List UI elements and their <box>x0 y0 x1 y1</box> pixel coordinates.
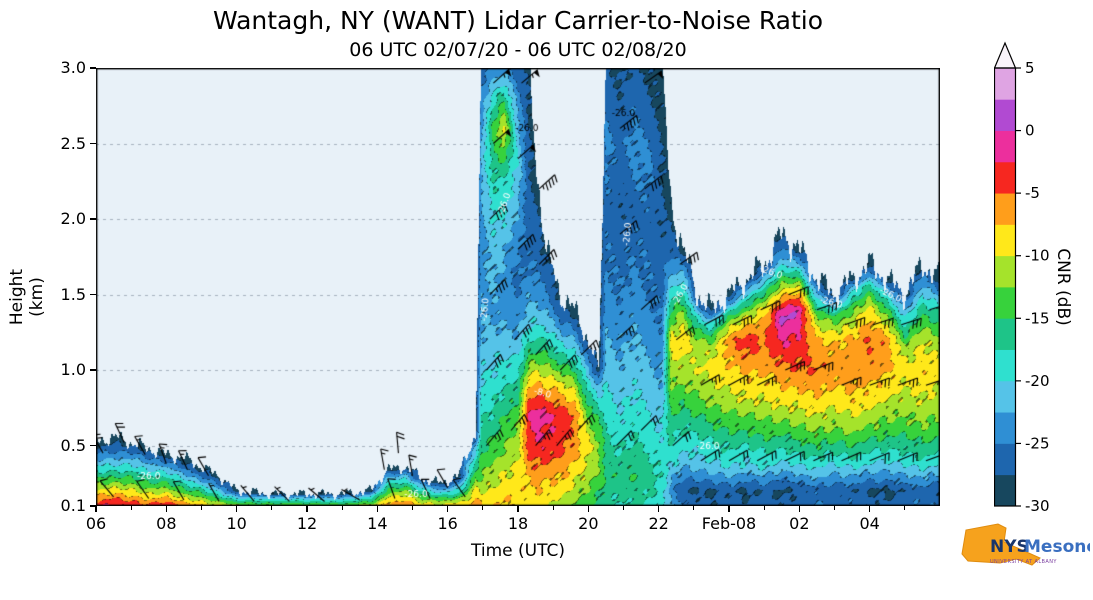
y-tick-mark <box>90 218 96 220</box>
x-tick-label: 20 <box>578 514 599 533</box>
x-tick-mark <box>517 506 519 512</box>
y-tick-label: 1.5 <box>60 284 86 304</box>
x-tick-label: 22 <box>648 514 669 533</box>
x-tick-mark <box>798 506 800 512</box>
logo-nys-text: NYS <box>990 537 1029 557</box>
x-minor-tick-mark <box>482 506 484 510</box>
colorbar-band <box>994 161 1016 194</box>
y-tick-mark <box>90 67 96 69</box>
y-tick-mark <box>90 369 96 371</box>
x-minor-tick-mark <box>130 506 132 510</box>
colorbar-band <box>994 474 1016 507</box>
y-tick-label: 3.0 <box>60 58 86 77</box>
colorbar-band <box>994 99 1016 131</box>
x-tick-mark <box>447 506 449 512</box>
colorbar-band <box>994 287 1016 319</box>
x-tick-label: 10 <box>226 514 247 533</box>
x-minor-tick-mark <box>271 506 273 510</box>
colorbar-band <box>994 193 1016 225</box>
colorbar-band <box>994 68 1016 100</box>
x-minor-tick-mark <box>904 506 906 510</box>
logo-university-text: UNIVERSITY AT ALBANY <box>990 559 1057 565</box>
x-minor-tick-mark <box>623 506 624 510</box>
x-tick-mark <box>587 506 589 512</box>
x-tick-label: 06 <box>85 514 107 533</box>
colorbar-band <box>994 349 1016 382</box>
y-tick-mark <box>90 142 96 145</box>
x-minor-tick-mark <box>693 506 695 510</box>
x-minor-tick-mark <box>763 506 765 510</box>
y-tick-label: 0.5 <box>60 435 86 455</box>
x-tick-mark <box>95 506 97 512</box>
colorbar-tick-label: -30 <box>1025 497 1050 515</box>
x-tick-mark <box>236 506 238 512</box>
colorbar-band <box>994 412 1016 444</box>
colorbar-band <box>994 255 1016 288</box>
y-tick-label: 2.5 <box>60 133 86 153</box>
colorbar-band <box>994 380 1016 413</box>
x-minor-tick-mark <box>201 506 202 510</box>
x-minor-tick-mark <box>412 506 413 510</box>
x-tick-label: 16 <box>437 514 458 533</box>
y-tick-mark <box>90 505 96 507</box>
nys-mesonet-logo: NYS Mesonet UNIVERSITY AT ALBANY <box>961 523 1090 566</box>
x-tick-label: 14 <box>367 514 388 533</box>
x-tick-label: 02 <box>789 514 810 533</box>
x-tick-label: 08 <box>156 514 177 533</box>
y-tick-label: 2.0 <box>60 209 86 229</box>
colorbar-tick-label: -10 <box>1025 247 1050 265</box>
x-tick-label: 04 <box>859 514 880 533</box>
colorbar-band <box>994 130 1016 163</box>
cnr-heatmap-canvas <box>96 68 940 506</box>
x-tick-mark <box>728 506 730 512</box>
colorbar: 5 0 -5 -10 -15 -20 -25 -30 <box>994 41 1050 515</box>
logo-mesonet-text: Mesonet <box>1024 537 1090 557</box>
x-axis-label: Time (UTC) <box>471 541 565 561</box>
x-tick-mark <box>376 506 378 512</box>
x-tick-mark <box>658 506 660 512</box>
colorbar-tick-label: -5 <box>1025 184 1040 202</box>
colorbar-band <box>994 224 1016 257</box>
x-tick-label: Feb-08 <box>701 514 757 533</box>
x-minor-tick-mark <box>552 506 554 510</box>
colorbar-band <box>994 318 1016 350</box>
colorbar-tick-label: -25 <box>1025 434 1050 452</box>
colorbar-tick-label: 0 <box>1025 122 1035 140</box>
chart-title: Wantagh, NY (WANT) Lidar Carrier-to-Nois… <box>212 6 824 35</box>
x-tick-mark <box>306 506 308 512</box>
y-tick-label: 1.0 <box>60 360 86 380</box>
colorbar-frame <box>994 67 1017 507</box>
x-tick-label: 18 <box>507 514 529 533</box>
colorbar-over-triangle <box>994 41 1017 69</box>
y-tick-mark <box>90 444 96 447</box>
x-tick-label: 12 <box>296 514 318 533</box>
colorbar-tick-label: -20 <box>1025 372 1050 390</box>
y-tick-label: 0.1 <box>60 496 86 515</box>
colorbar-label: CNR (dB) <box>1053 248 1073 326</box>
x-tick-mark <box>869 506 871 512</box>
x-minor-tick-mark <box>834 506 835 510</box>
y-axis-label: Height (km) <box>7 268 47 326</box>
chart-subtitle: 06 UTC 02/07/20 - 06 UTC 02/08/20 <box>349 39 687 61</box>
colorbar-tick-label: 5 <box>1025 59 1035 77</box>
logo-state-icon <box>961 523 1041 566</box>
x-tick-mark <box>165 506 167 512</box>
x-minor-tick-mark <box>341 506 343 510</box>
colorbar-tick-label: -15 <box>1025 309 1050 327</box>
colorbar-band <box>994 443 1016 476</box>
y-tick-mark <box>90 293 96 296</box>
